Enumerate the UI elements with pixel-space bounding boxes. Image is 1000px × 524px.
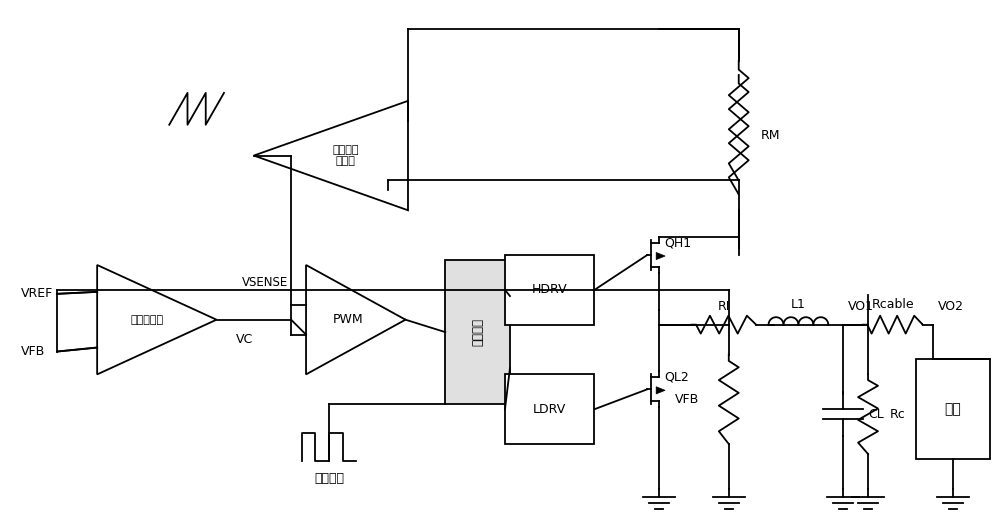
Polygon shape [656, 253, 665, 259]
Text: VO1: VO1 [848, 300, 874, 313]
Text: VFB: VFB [675, 393, 699, 406]
Text: 逻辑模块: 逻辑模块 [471, 318, 484, 346]
Polygon shape [254, 101, 408, 210]
Bar [505, 255, 594, 325]
Text: VC: VC [236, 333, 254, 346]
Text: 电流检测
放大器: 电流检测 放大器 [333, 145, 359, 166]
Text: QH1: QH1 [664, 237, 691, 249]
Text: VREF: VREF [21, 287, 53, 300]
Text: 负载: 负载 [945, 402, 961, 416]
Text: 误差放大器: 误差放大器 [130, 315, 163, 325]
Text: LDRV: LDRV [533, 403, 566, 416]
Text: Rcable: Rcable [872, 298, 914, 311]
Text: VFB: VFB [21, 345, 45, 358]
Text: VO2: VO2 [938, 300, 964, 313]
Text: HDRV: HDRV [532, 283, 568, 297]
Text: L1: L1 [791, 298, 806, 311]
Bar [916, 359, 990, 459]
Polygon shape [97, 265, 217, 375]
Polygon shape [306, 265, 406, 375]
Text: CL: CL [868, 408, 884, 421]
Text: QL2: QL2 [664, 371, 689, 384]
Polygon shape [656, 387, 665, 394]
Text: VSENSE: VSENSE [242, 276, 288, 289]
Bar [445, 260, 510, 404]
Text: Rc: Rc [890, 408, 906, 421]
Text: RM: RM [761, 129, 780, 142]
Text: RI: RI [718, 300, 730, 313]
Text: PWM: PWM [332, 313, 363, 326]
Bar [505, 375, 594, 444]
Text: 时钟信号: 时钟信号 [314, 472, 344, 485]
